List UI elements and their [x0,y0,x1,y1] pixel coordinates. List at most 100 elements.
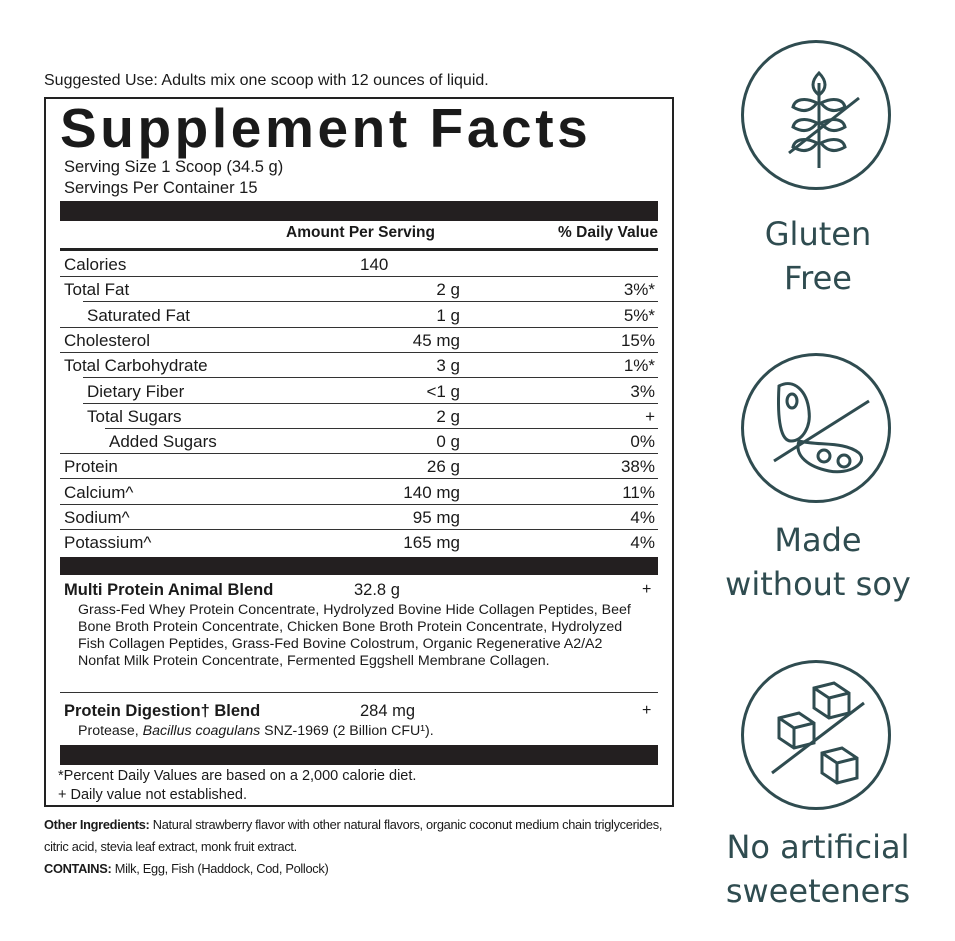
nutrient-amount: 2 g [436,406,460,426]
nutrient-dv: 0% [630,432,655,452]
nutrient-dv: 3% [630,381,655,401]
row-rule [105,427,658,429]
nutrient-row: Total Sugars 2 g + [60,404,658,429]
nutrient-amount: 95 mg [412,508,460,527]
badge-label-line: without soy [725,565,911,603]
nutrient-dv: + [645,406,655,426]
nutrient-name: Dietary Fiber [87,381,185,401]
divider-bar [60,201,658,221]
nutrient-dv: 4% [630,508,655,527]
nutrient-name: Sodium^ [64,508,130,527]
nutrient-name: Saturated Fat [87,305,191,325]
contains-label: CONTAINS: [44,861,112,876]
nutrient-row: Dietary Fiber <1 g 3% [60,379,658,404]
row-rule [83,301,658,303]
row-rule [60,351,658,353]
wheat-crossed-icon [741,40,891,190]
servings-per-container: Servings Per Container 15 [64,179,258,197]
nutrient-name: Protein [64,457,118,477]
ingredient-text: Protease, [78,723,143,739]
badge-label: Made without soy [700,518,936,606]
nutrient-dv: 4% [630,533,655,553]
ingredient-italic: Bacillus coagulans [142,723,261,739]
blend-ingredients: Grass-Fed Whey Protein Concentrate, Hydr… [78,602,631,669]
suggested-use: Suggested Use: Adults mix one scoop with… [44,72,489,89]
nutrient-dv: 1%* [623,356,655,376]
blend-dv: + [642,702,652,719]
panel-title: Supplement Facts [60,97,592,159]
divider-bar [60,557,658,575]
dv-header: % Daily Value [558,224,658,241]
badge-label-line: Gluten [764,215,872,253]
nutrient-amount: 26 g [426,457,460,477]
nutrient-row: Saturated Fat 1 g 5%* [60,303,658,328]
badge-label-line: Made [774,521,862,559]
other-ingredients: Other Ingredients: Natural strawberry fl… [44,814,674,880]
nutrient-row: Added Sugars 0 g 0% [60,429,658,455]
nutrient-amount: 140 mg [403,482,460,502]
row-rule [60,326,658,328]
nutrient-name: Total Fat [64,280,130,300]
nutrient-row: Total Carbohydrate 3 g 1%* [60,353,658,379]
contains-text: Milk, Egg, Fish (Haddock, Cod, Pollock) [111,861,329,876]
row-rule [60,692,658,693]
nutrient-name: Calcium^ [64,482,134,502]
blend-name: Protein Digestion† Blend [64,702,261,720]
row-rule [60,529,658,530]
row-rule [83,402,658,404]
nutrient-row: Protein 26 g 38% [60,454,658,480]
nutrient-dv: 5%* [623,305,655,325]
row-rule [60,276,658,277]
nutrient-amount: <1 g [426,381,460,401]
nutrient-row: Total Fat 2 g 3%* [60,277,658,303]
row-rule [60,478,658,480]
blend-ingredients: Protease, Bacillus coagulans SNZ-1969 (2… [78,723,434,740]
badge-label: No artificial sweeteners [700,825,936,913]
nutrient-name: Cholesterol [64,330,150,350]
nutrient-row: Cholesterol 45 mg 15% [60,328,658,353]
header-rule [60,248,658,251]
nutrient-dv: 15% [620,330,655,350]
ingredient-text: SNZ-1969 (2 Billion CFU¹). [260,723,434,739]
sugar-cubes-crossed-icon [741,660,891,810]
amount-header: Amount Per Serving [286,224,435,241]
other-ingredients-text: Natural strawberry flavor with other nat… [44,817,663,854]
nutrient-amount: 45 mg [412,330,460,350]
badge-label-line: Free [784,259,852,297]
serving-size: Serving Size 1 Scoop (34.5 g) [64,158,284,176]
nutrient-name: Total Sugars [87,406,182,426]
nutrient-amount: 165 mg [403,533,460,553]
blend-dv: + [642,581,652,598]
footnote: + Daily value not established. [58,787,248,803]
nutrient-amount: 0 g [436,432,460,452]
nutrient-dv: 3%* [623,280,655,300]
nutrient-row: Calcium^ 140 mg 11% [60,480,658,505]
nutrient-amount: 3 g [436,356,460,376]
row-rule [83,377,658,379]
nutrient-row: Potassium^ 165 mg 4% [60,530,658,555]
row-rule [60,453,658,455]
blend-amount: 32.8 g [354,581,400,599]
nutrient-dv: 11% [622,482,655,502]
nutrient-row: Sodium^ 95 mg 4% [60,505,658,530]
footnote: *Percent Daily Values are based on a 2,0… [58,768,417,784]
nutrient-name: Added Sugars [109,432,217,452]
nutrient-amount: 140 [360,255,389,274]
blend-name: Multi Protein Animal Blend [64,581,274,599]
blend-amount: 284 mg [360,702,416,720]
badge-label: Gluten Free [700,212,936,300]
nutrient-name: Calories [64,255,127,274]
soybean-crossed-icon [741,353,891,503]
supplement-facts-panel [44,97,674,807]
other-ingredients-label: Other Ingredients: [44,817,150,832]
divider-bar [60,745,658,765]
nutrient-row: Calories 140 [60,252,658,277]
nutrient-name: Total Carbohydrate [64,356,208,376]
badge-label-line: sweeteners [725,872,911,910]
row-rule [60,503,658,505]
nutrient-dv: 38% [620,457,655,477]
nutrient-name: Potassium^ [64,533,152,553]
nutrient-amount: 2 g [436,280,460,300]
nutrient-amount: 1 g [436,305,460,325]
